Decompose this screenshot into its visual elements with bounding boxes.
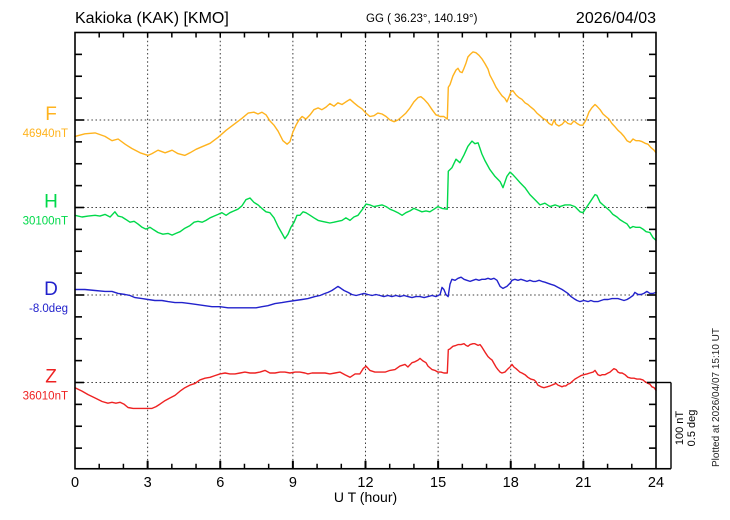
trace-F: [74, 51, 657, 157]
plot-frame: [74, 31, 657, 470]
channel-baseline-value-Z: 36010nT: [23, 391, 68, 403]
channel-letter-D: D: [44, 279, 58, 300]
trace-D: [74, 276, 657, 309]
station-title: Kakioka (KAK) [KMO]: [75, 10, 229, 27]
gridlines: [75, 32, 656, 469]
x-tick-label-15: 15: [430, 475, 446, 491]
channel-baseline-value-H: 30100nT: [23, 216, 68, 228]
x-tick-label-0: 0: [71, 475, 79, 491]
scalebar-label-deg: 0.5 deg: [686, 410, 698, 447]
plot-date: 2026/04/03: [576, 10, 656, 27]
x-tick-label-18: 18: [503, 475, 519, 491]
x-tick-label-9: 9: [289, 475, 297, 491]
x-axis-title: U T (hour): [334, 489, 397, 505]
scalebar-label-nt: 100 nT: [674, 411, 686, 446]
trace-Z: [74, 343, 657, 410]
plotted-at-note: Plotted at 2026/04/07 15:10 UT: [711, 328, 722, 467]
x-tick-label-21: 21: [575, 475, 591, 491]
x-tick-label-3: 3: [144, 475, 152, 491]
channel-letter-Z: Z: [45, 367, 57, 388]
axis-ticks: [75, 32, 656, 469]
channel-labels: F 46940nT H 30100nT D -8.0deg Z 36010nT: [23, 104, 68, 403]
channel-letter-F: F: [45, 104, 57, 125]
scale-bar: [656, 381, 672, 470]
x-tick-label-24: 24: [648, 475, 664, 491]
observatory-coordinates: GG ( 36.23°, 140.19°): [366, 13, 478, 25]
x-tick-label-12: 12: [357, 475, 373, 491]
channel-baseline-value-D: -8.0deg: [29, 303, 68, 315]
x-tick-label-6: 6: [216, 475, 224, 491]
x-tick-labels: 0 3 6 9 12 15 18 21 24: [71, 475, 664, 491]
trace-H: [74, 140, 657, 242]
trace-lines: [74, 51, 657, 410]
channel-letter-H: H: [44, 192, 58, 213]
channel-baseline-value-F: 46940nT: [23, 128, 68, 140]
